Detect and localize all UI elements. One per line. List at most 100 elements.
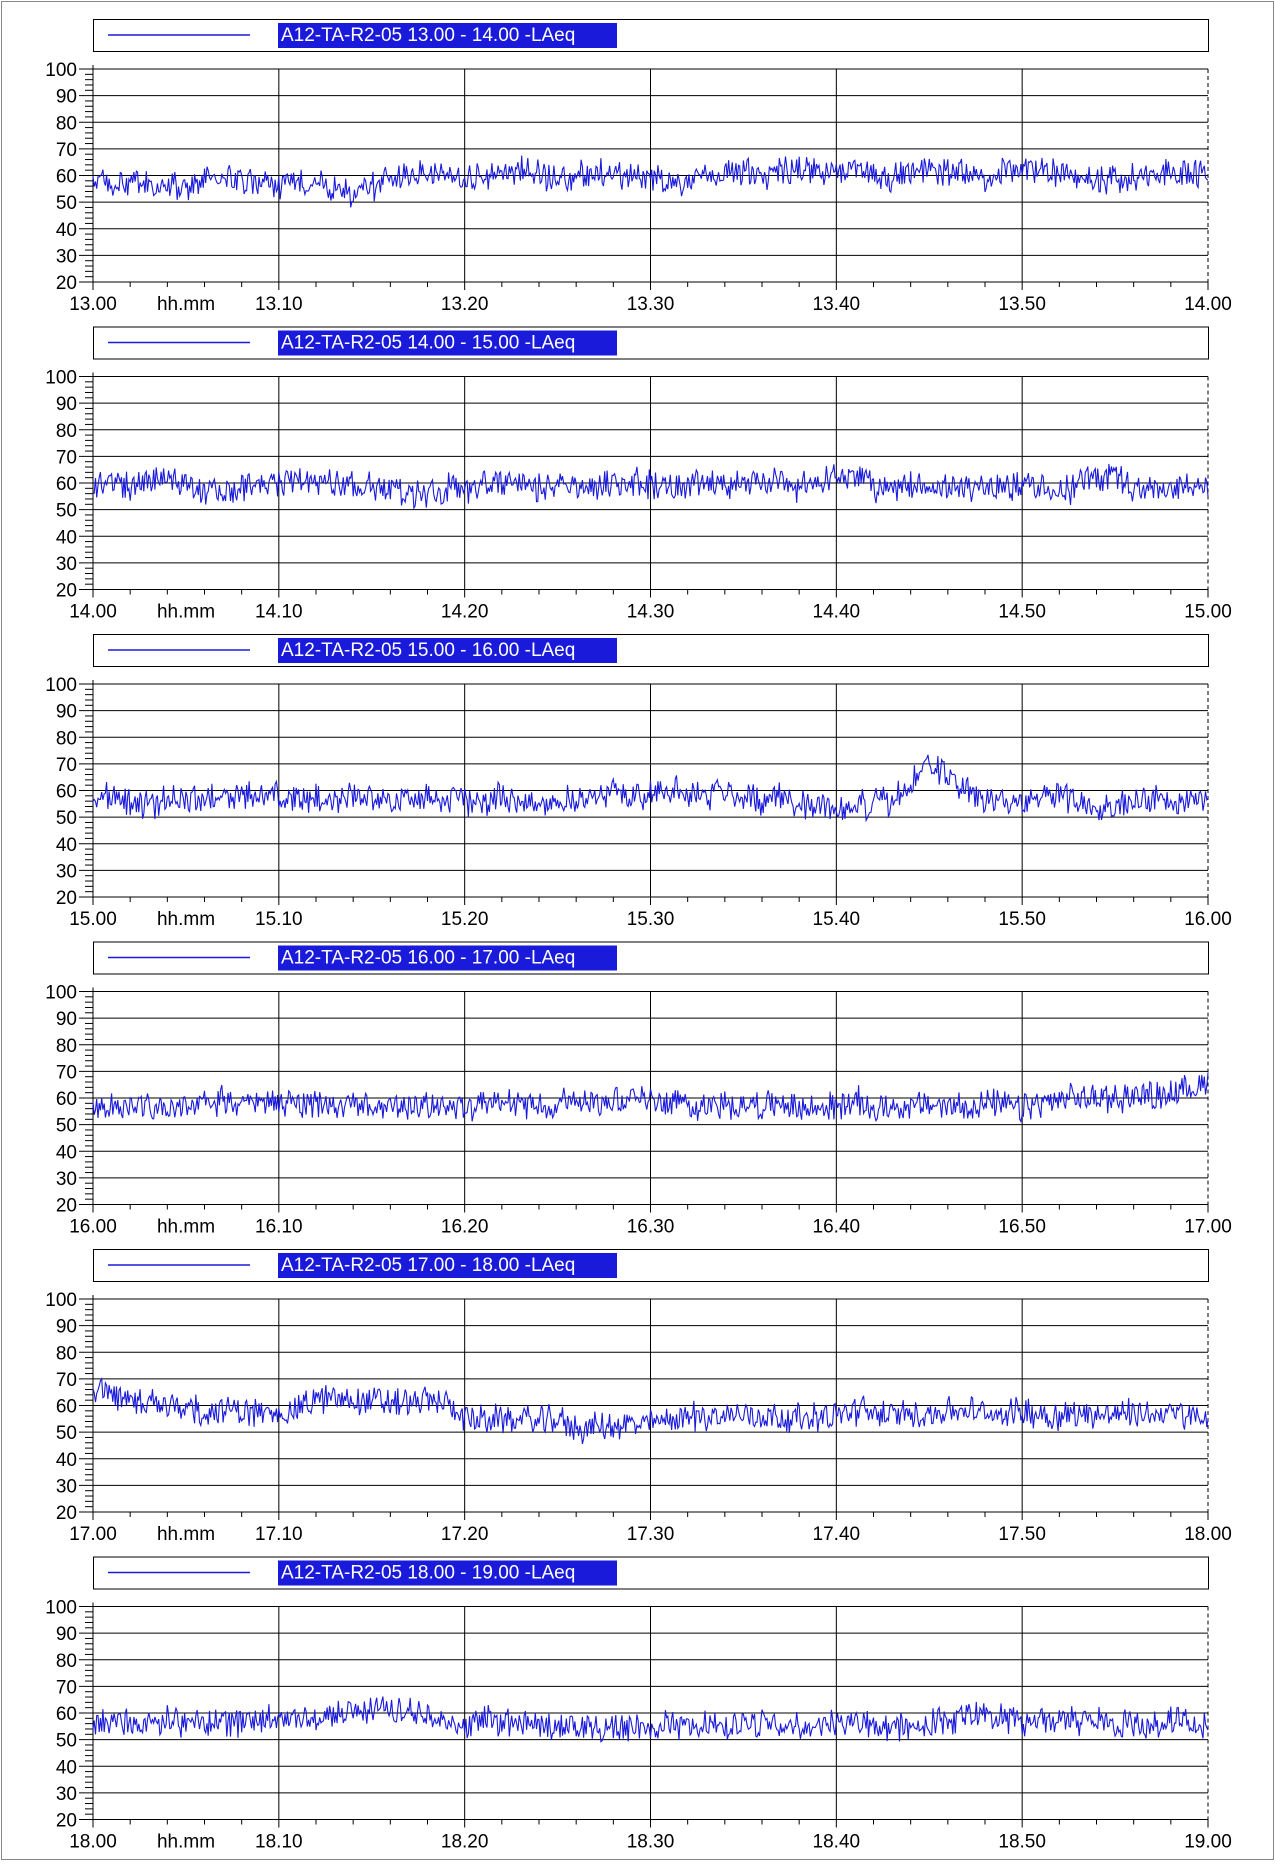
chart-panel-2: A12-TA-R2-05 14.00 - 15.00 -LAeq 20 30 40 50… [45,326,1232,623]
y-tick-label: 90 [56,1009,77,1030]
y-tick-label: 70 [56,755,77,776]
x-tick-label: 18.00 [1184,1524,1232,1545]
y-tick-label: 40 [56,1757,77,1778]
y-tick-label: 50 [56,193,77,214]
plot-area: 20 30 40 50 60 70 80 90 100 17.00 17.10 17.20 17.30 1… [45,1290,1231,1545]
y-tick-label: 30 [56,554,77,575]
plot-area: 20 30 40 50 60 70 80 90 100 14.00 14.10 14.20 14.30 1… [45,368,1231,623]
x-tick-label: 18.30 [627,1832,675,1853]
x-tick-label: 14.00 [69,602,117,623]
legend-box [93,19,1209,52]
y-tick-label: 30 [56,1476,77,1497]
y-tick-label: 50 [56,1423,77,1444]
y-tick-label: 80 [56,1343,77,1364]
y-tick-label: 90 [56,394,77,415]
legend-box [93,634,1209,667]
y-tick-label: 60 [56,782,77,803]
x-tick-label: 16.50 [998,1217,1046,1238]
y-tick-label: 90 [56,1624,77,1645]
x-tick-label: 17.00 [1184,1217,1232,1238]
legend-highlight [278,1253,617,1278]
x-tick-label: 17.50 [998,1524,1046,1545]
series-line [92,1377,1209,1445]
y-tick-label: 30 [56,1784,77,1805]
y-tick-label: 60 [56,167,77,188]
x-tick-label: 15.30 [627,909,675,930]
plot-area: 20 30 40 50 60 70 80 90 100 15.00 15.10 15.20 15.30 1… [45,675,1231,930]
x-tick-label: 14.00 [1184,294,1232,315]
x-tick-label: 15.20 [441,909,489,930]
plot-area: 20 30 40 50 60 70 80 90 100 13.00 13.10 13.20 13.30 1… [45,60,1231,315]
x-tick-label: 16.00 [1184,909,1232,930]
x-tick-label: 13.10 [255,294,303,315]
legend: A12-TA-R2-05 17.00 - 18.00 -LAeq [93,1249,1209,1282]
y-tick-label: 20 [56,273,77,294]
y-tick-label: 60 [56,474,77,495]
y-tick-label: 50 [56,501,77,522]
y-tick-label: 40 [56,527,77,548]
legend-highlight [278,330,617,356]
y-tick-label: 100 [45,368,77,389]
y-tick-label: 50 [56,808,77,829]
y-tick-label: 70 [56,1062,77,1083]
x-axis-label: hh.mm [157,602,215,623]
chart-panel-4: A12-TA-R2-05 16.00 - 17.00 -LAeq 20 30 40 50… [45,941,1232,1238]
x-tick-label: 14.50 [998,602,1046,623]
series-line [92,1696,1209,1743]
legend-highlight [278,638,617,663]
x-tick-label: 17.40 [813,1524,861,1545]
y-tick-label: 20 [56,1503,77,1524]
x-tick-label: 15.40 [813,909,861,930]
y-tick-label: 40 [56,220,77,241]
y-tick-label: 90 [56,702,77,723]
x-axis-label: hh.mm [157,1524,215,1545]
chart-panel-1: A12-TA-R2-05 13.00 - 14.00 -LAeq 20 30 40 50… [45,19,1232,315]
x-tick-label: 18.00 [69,1832,117,1853]
y-tick-label: 100 [45,1290,77,1311]
legend-box [93,1249,1209,1282]
x-tick-label: 18.40 [813,1832,861,1853]
x-tick-label: 15.50 [998,909,1046,930]
y-tick-label: 80 [56,728,77,749]
x-tick-label: 18.20 [441,1832,489,1853]
x-tick-label: 16.20 [441,1217,489,1238]
y-tick-label: 20 [56,581,77,602]
x-tick-label: 15.10 [255,909,303,930]
y-tick-label: 90 [56,87,77,108]
y-tick-label: 30 [56,246,77,267]
chart-panel-5: A12-TA-R2-05 17.00 - 18.00 -LAeq 20 30 40 50… [45,1249,1232,1545]
x-tick-label: 17.20 [441,1524,489,1545]
x-axis-label: hh.mm [157,294,215,315]
x-axis-label: hh.mm [157,1217,215,1238]
y-tick-label: 60 [56,1397,77,1418]
x-tick-label: 15.00 [1184,602,1232,623]
legend: A12-TA-R2-05 15.00 - 16.00 -LAeq [93,634,1209,667]
legend-box [93,941,1209,975]
y-tick-label: 80 [56,1651,77,1672]
y-tick-label: 70 [56,1370,77,1391]
y-tick-label: 80 [56,113,77,134]
y-tick-label: 100 [45,675,77,696]
legend-label: A12-TA-R2-05 17.00 - 18.00 -LAeq [281,1255,575,1276]
series-line [92,754,1209,823]
x-tick-label: 14.10 [255,602,303,623]
x-tick-label: 17.00 [69,1524,117,1545]
plot-area: 20 30 40 50 60 70 80 90 100 16.00 16.10 16.20 16.30 1… [45,983,1231,1238]
x-tick-label: 13.50 [998,294,1046,315]
y-tick-label: 20 [56,888,77,909]
y-tick-label: 40 [56,835,77,856]
y-tick-label: 100 [45,1598,77,1619]
legend-highlight [278,1560,617,1586]
series-line [92,463,1209,511]
legend-highlight [278,945,617,971]
y-tick-label: 30 [56,1169,77,1190]
y-tick-label: 40 [56,1450,77,1471]
x-tick-label: 16.00 [69,1217,117,1238]
y-tick-label: 90 [56,1317,77,1338]
x-tick-label: 13.20 [441,294,489,315]
x-axis-label: hh.mm [157,1832,215,1853]
legend: A12-TA-R2-05 13.00 - 14.00 -LAeq [93,19,1209,52]
